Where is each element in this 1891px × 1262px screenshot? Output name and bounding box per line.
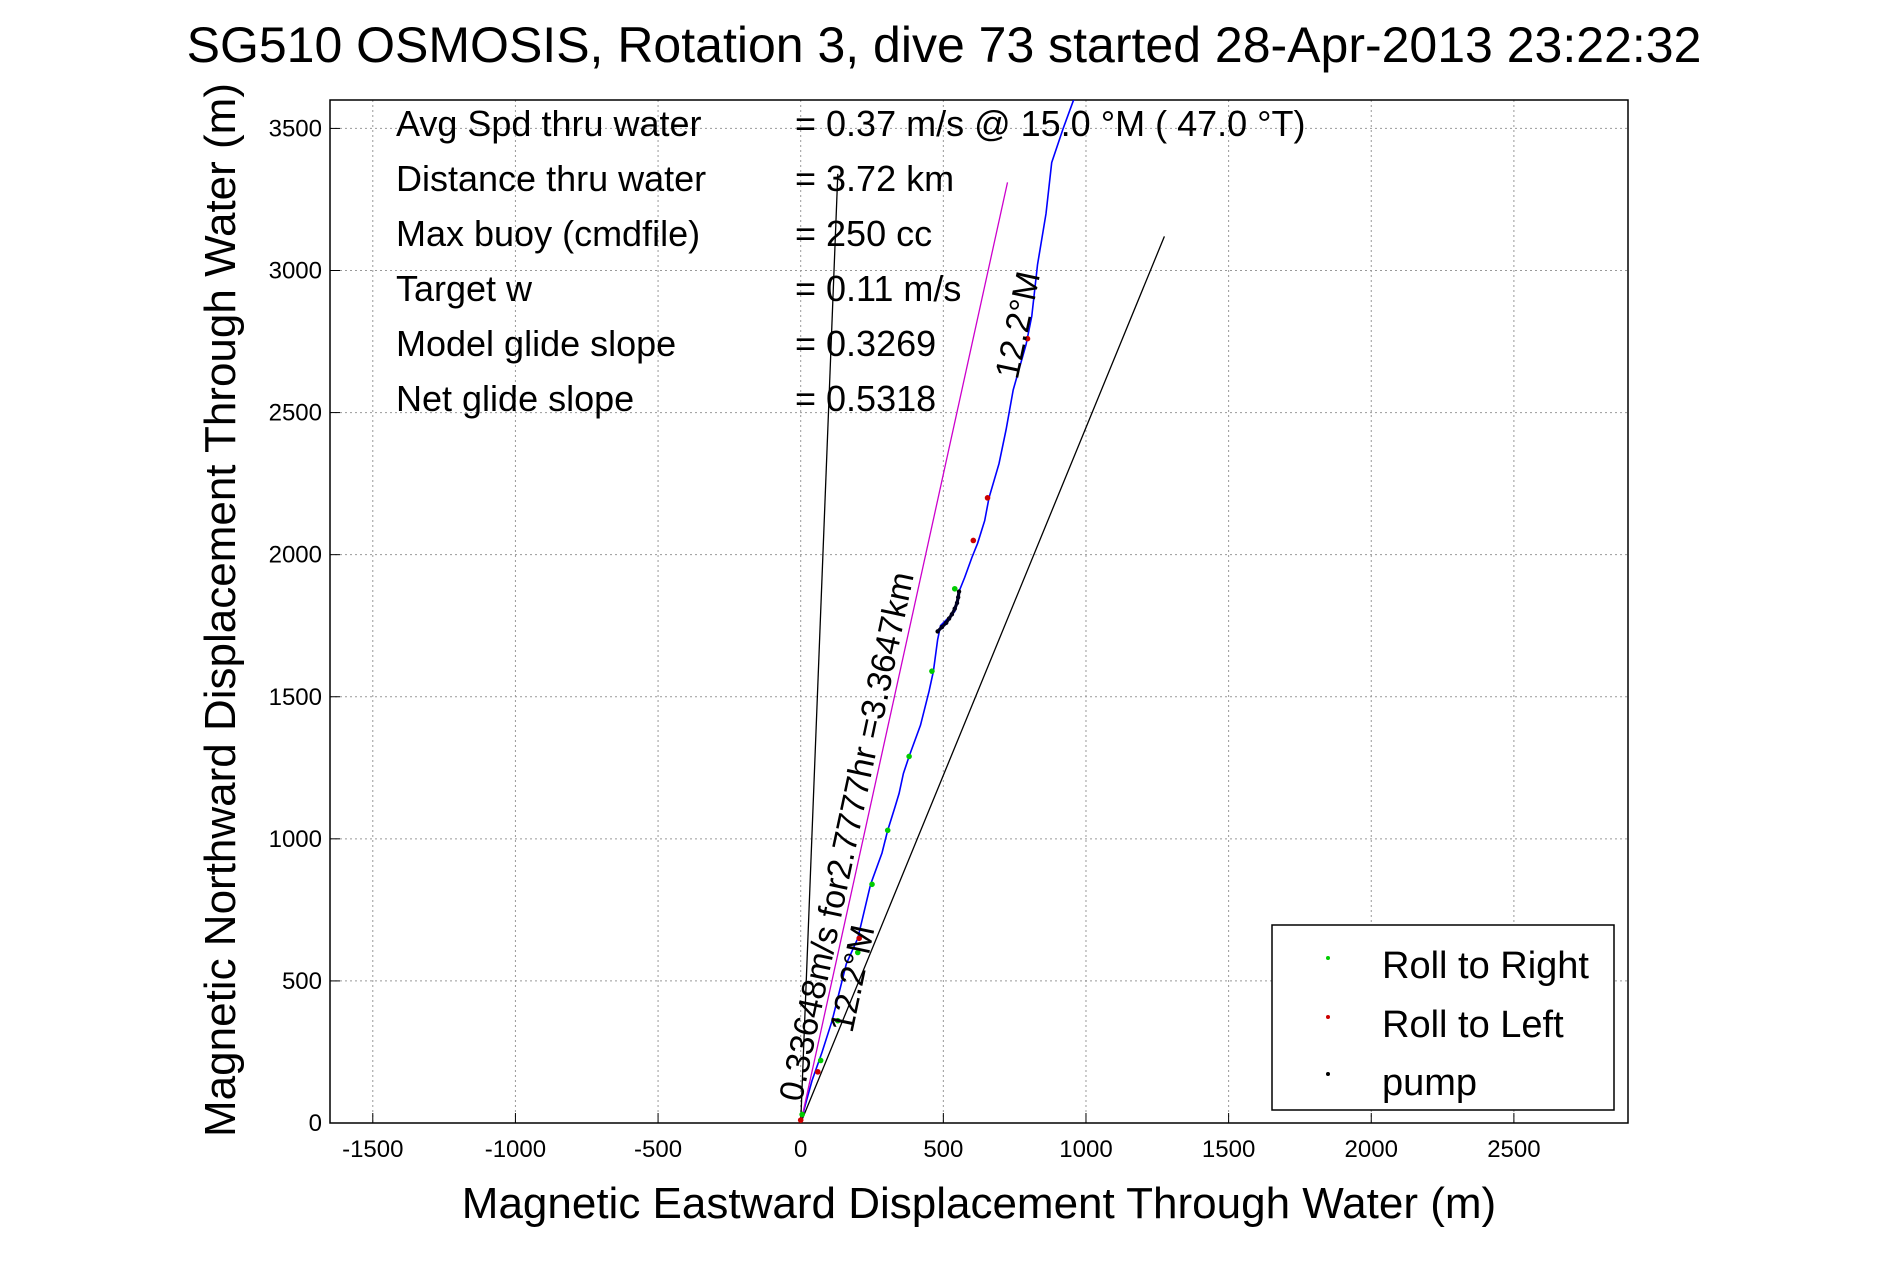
x-tick-label: 0: [794, 1136, 807, 1163]
series-line-3: [800, 236, 1166, 1123]
y-tick-label: 0: [309, 1110, 322, 1137]
data-point-roll-to-right: [884, 827, 891, 834]
legend-marker-roll-left: [1326, 1015, 1330, 1019]
stat-label: Distance thru water: [396, 158, 706, 199]
stat-value: = 250 cc: [795, 213, 932, 254]
stats-block: Avg Spd thru water = 0.37 m/s @ 15.0 °M …: [396, 103, 1306, 419]
stat-label: Avg Spd thru water: [396, 103, 702, 144]
stat-label: Model glide slope: [396, 323, 676, 364]
stat-label: Target w: [396, 268, 533, 309]
data-point-roll-to-left: [815, 1069, 821, 1075]
plot-frame: [329, 99, 1629, 1124]
y-tick-label: 3000: [269, 258, 322, 285]
data-point-roll-to-right: [834, 1017, 841, 1024]
stat-label: Net glide slope: [396, 378, 634, 419]
stat-value: = 0.5318: [795, 378, 936, 419]
data-point-roll-to-right: [869, 881, 875, 888]
y-tick-label: 1000: [269, 826, 322, 853]
stat-value: = 0.3269: [795, 323, 936, 364]
legend-marker-roll-right: [1326, 956, 1330, 960]
legend-label-pump: pump: [1382, 1062, 1477, 1104]
data-point-roll-to-right: [929, 668, 935, 674]
x-tick-label: 500: [923, 1136, 963, 1163]
data-point-roll-to-right: [817, 1057, 824, 1064]
y-tick-label: 2000: [269, 542, 322, 569]
x-tick-label: 2500: [1487, 1136, 1540, 1163]
data-point-roll-to-right: [951, 585, 958, 592]
series-line-1: [800, 182, 1009, 1123]
chart-title: SG510 OSMOSIS, Rotation 3, dive 73 start…: [187, 17, 1702, 73]
x-tick-label: -1000: [485, 1136, 546, 1163]
y-axis-label: Magnetic Northward Displacement Through …: [196, 83, 245, 1137]
data-point-roll-to-left: [856, 935, 862, 942]
stat-value: = 3.72 km: [795, 158, 954, 199]
stat-label: Max buoy (cmdfile): [396, 213, 700, 254]
stat-value: = 0.11 m/s: [795, 268, 961, 309]
x-axis-label: Magnetic Eastward Displacement Through W…: [462, 1179, 1496, 1228]
data-point-roll-to-right: [854, 949, 861, 956]
x-tick-label: -500: [634, 1136, 682, 1163]
legend-label-roll-left: Roll to Left: [1382, 1004, 1564, 1046]
grid: [330, 100, 1628, 1124]
y-tick-label: 2500: [269, 400, 322, 427]
legend: Roll to Right Roll to Left pump: [1271, 924, 1615, 1111]
y-tick-label: 500: [282, 968, 322, 995]
series-group: [797, 100, 1166, 1123]
legend-marker-pump: [1326, 1072, 1330, 1076]
x-tick-label: 1000: [1059, 1136, 1112, 1163]
legend-label-roll-right: Roll to Right: [1382, 945, 1589, 987]
series-layer: [797, 100, 1166, 1123]
series-line-2: [800, 173, 839, 1123]
data-point-roll-to-right: [799, 1111, 805, 1118]
annotation-0: 12.2°M: [988, 268, 1048, 382]
data-point-roll-to-left: [1024, 335, 1031, 342]
data-point-roll-to-left: [984, 495, 991, 501]
x-tick-label: -1500: [342, 1136, 403, 1163]
data-point-roll-to-left: [970, 537, 977, 544]
y-tick-label: 1500: [269, 684, 322, 711]
x-tick-label: 2000: [1345, 1136, 1398, 1163]
pump-trace: [936, 591, 961, 633]
data-point-roll-to-left: [797, 1117, 804, 1123]
tick-labels: -1500 -1000 -500 0 500 1000 1500 2000 2500 0 500 10…: [269, 115, 1541, 1163]
stat-value: = 0.37 m/s @ 15.0 °M ( 47.0 °T): [795, 103, 1306, 144]
data-point-roll-to-right: [906, 753, 912, 760]
y-tick-label: 3500: [269, 115, 322, 142]
x-tick-label: 1500: [1202, 1136, 1255, 1163]
